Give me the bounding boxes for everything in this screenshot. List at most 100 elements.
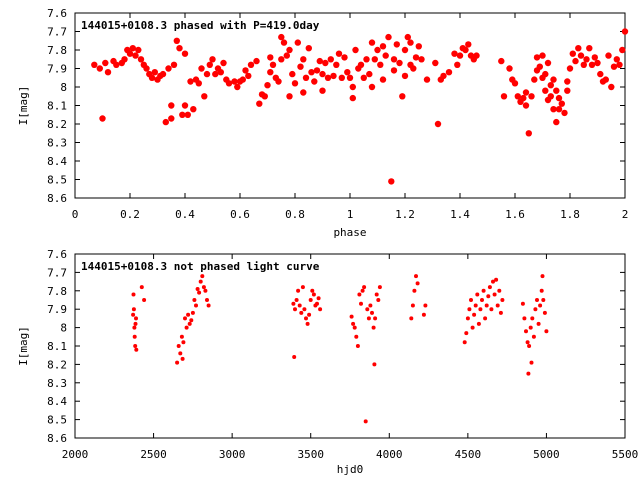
data-point <box>170 61 178 68</box>
data-point <box>217 69 224 76</box>
data-point <box>619 46 626 54</box>
data-point <box>297 63 304 70</box>
data-point <box>264 82 271 89</box>
data-point <box>307 312 312 317</box>
plot-frame <box>74 12 626 199</box>
data-point <box>195 80 202 87</box>
data-point <box>522 316 527 321</box>
y-axis-label: I[mag] <box>17 326 30 366</box>
data-point <box>148 74 156 82</box>
data-point <box>531 334 536 339</box>
x-tick-label: 0.4 <box>175 208 195 221</box>
data-point <box>495 303 500 308</box>
data-point <box>550 106 557 113</box>
data-point <box>555 94 563 102</box>
data-point <box>286 46 293 54</box>
data-point <box>267 54 274 61</box>
data-point <box>577 52 585 59</box>
data-point <box>564 78 571 85</box>
data-point <box>528 93 535 100</box>
data-point <box>292 355 297 359</box>
data-point <box>151 69 158 76</box>
data-point <box>401 46 409 54</box>
data-point <box>187 78 194 85</box>
data-point <box>368 39 376 46</box>
data-point <box>102 59 109 67</box>
data-point <box>377 61 384 68</box>
data-point <box>382 52 389 59</box>
data-point <box>531 76 538 83</box>
data-point <box>302 74 310 82</box>
data-point <box>352 46 359 54</box>
data-point <box>558 100 565 107</box>
data-point <box>363 56 370 63</box>
data-point <box>132 325 137 330</box>
data-point <box>308 298 313 302</box>
data-point <box>396 59 403 67</box>
data-point <box>278 33 285 41</box>
data-point <box>555 106 563 113</box>
data-point <box>526 371 531 376</box>
data-point <box>525 130 532 137</box>
data-point <box>423 303 428 308</box>
y-axis-label: I[mag] <box>17 86 30 126</box>
data-point <box>318 307 323 312</box>
y-tick-label: 8.6 <box>47 432 67 445</box>
data-point <box>547 93 554 100</box>
data-point <box>480 298 484 302</box>
data-point <box>550 76 557 83</box>
data-point <box>322 59 329 67</box>
data-point <box>360 288 365 293</box>
data-point <box>506 65 513 72</box>
data-point <box>415 43 422 50</box>
data-point <box>176 45 183 52</box>
x-tick-label: 1.8 <box>560 208 580 221</box>
data-point <box>308 69 315 76</box>
data-point <box>133 321 138 326</box>
data-point <box>184 325 189 330</box>
data-point <box>330 72 337 80</box>
data-point <box>489 307 494 312</box>
data-points <box>131 274 549 424</box>
data-point <box>586 45 593 52</box>
data-point <box>527 344 532 348</box>
data-point <box>195 287 200 291</box>
data-point <box>283 52 290 59</box>
data-point <box>385 33 392 41</box>
data-point <box>520 301 525 306</box>
data-point <box>544 329 549 334</box>
data-point <box>409 316 414 321</box>
data-point <box>368 83 376 91</box>
data-point <box>440 72 447 80</box>
data-point <box>349 94 356 102</box>
data-point <box>352 325 357 330</box>
data-point <box>357 292 362 297</box>
data-point <box>393 41 400 48</box>
data-point <box>520 94 527 102</box>
data-point <box>300 89 307 96</box>
data-point <box>491 279 495 284</box>
data-point <box>538 303 543 308</box>
x-tick-label: 2000 <box>62 448 89 461</box>
data-point <box>500 93 508 100</box>
data-point <box>469 298 473 302</box>
data-point <box>137 56 145 63</box>
data-point <box>445 69 453 76</box>
data-point <box>297 303 302 308</box>
data-point <box>544 59 552 67</box>
data-point <box>465 41 472 48</box>
x-tick-label: 1 <box>347 208 354 221</box>
data-point <box>253 57 260 65</box>
data-point <box>610 63 618 70</box>
data-point <box>359 301 363 306</box>
data-point <box>261 93 268 100</box>
data-point <box>180 356 185 361</box>
data-point <box>370 310 374 315</box>
data-point <box>423 76 431 83</box>
x-tick-label: 4000 <box>376 448 403 461</box>
data-point <box>203 70 211 78</box>
data-point <box>206 61 213 68</box>
data-point <box>121 56 128 63</box>
data-point <box>256 100 263 107</box>
y-tick-label: 8.3 <box>47 377 67 390</box>
